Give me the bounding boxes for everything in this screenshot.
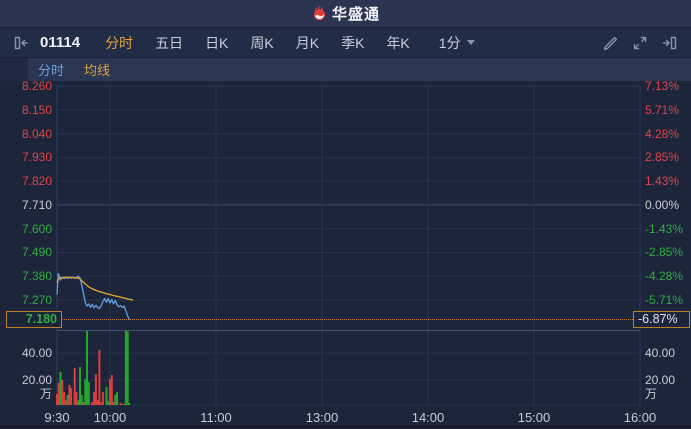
current-price-dotted-line — [57, 319, 633, 320]
tab-daily-k[interactable]: 日K — [205, 34, 229, 51]
current-price-badge: 7.180 — [6, 311, 62, 328]
time-axis-label: 16:00 — [623, 410, 657, 425]
bottom-edge — [0, 425, 691, 429]
time-axis-label: 15:00 — [517, 410, 551, 425]
time-axis-label: 11:00 — [200, 410, 232, 425]
draw-pencil-icon[interactable] — [599, 35, 621, 51]
time-axis-label: 14:00 — [411, 410, 445, 425]
tab-quarterly-k[interactable]: 季K — [341, 34, 365, 51]
tab-5day[interactable]: 五日 — [155, 34, 184, 51]
volume-axis-label: 20.00 — [21, 373, 52, 387]
stock-code: 01114 — [40, 34, 81, 51]
interval-value: 1分 — [438, 34, 461, 51]
tab-yearly-k[interactable]: 年K — [386, 34, 410, 51]
collapse-right-icon[interactable] — [659, 35, 681, 51]
current-change-badge: -6.87% — [633, 311, 690, 328]
volume-unit-label: 万 — [39, 387, 52, 401]
expand-fullscreen-icon[interactable] — [629, 35, 651, 51]
time-axis-label: 10:00 — [93, 410, 127, 425]
interval-dropdown[interactable]: 1分 — [439, 33, 475, 53]
chart-legend-bar: 分时 均线 — [0, 58, 691, 81]
collapse-left-icon[interactable] — [10, 35, 32, 51]
chevron-down-icon — [466, 40, 475, 45]
legend-minute-line[interactable]: 分时 — [38, 63, 65, 78]
volume-axis-label: 40.00 — [21, 346, 52, 360]
tab-weekly-k[interactable]: 周K — [250, 34, 274, 51]
app-header: 华盛通 — [0, 0, 691, 28]
chart-canvas[interactable] — [0, 81, 691, 429]
legend-ma-line[interactable]: 均线 — [84, 63, 111, 78]
volume-axis-label: 40.00 — [645, 346, 676, 360]
brand-flame-icon — [313, 6, 326, 21]
app-title: 华盛通 — [331, 6, 380, 23]
pane-divider — [57, 330, 640, 331]
time-axis-label: 9:30 — [44, 410, 70, 425]
tab-monthly-k[interactable]: 月K — [295, 34, 320, 51]
tab-minute[interactable]: 分时 — [105, 34, 134, 51]
volume-axis-label: 20.00 — [645, 373, 676, 387]
chart-toolbar: 01114 分时 五日 日K 周K 月K 季K 年K 1分 — [0, 28, 691, 58]
price-volume-chart: 7.180 -6.87% 8.260 7.13% 8.150 5.71% 8.040 4.… — [0, 79, 691, 429]
volume-unit-label: 万 — [645, 387, 658, 401]
time-axis-label: 13:00 — [305, 410, 339, 425]
